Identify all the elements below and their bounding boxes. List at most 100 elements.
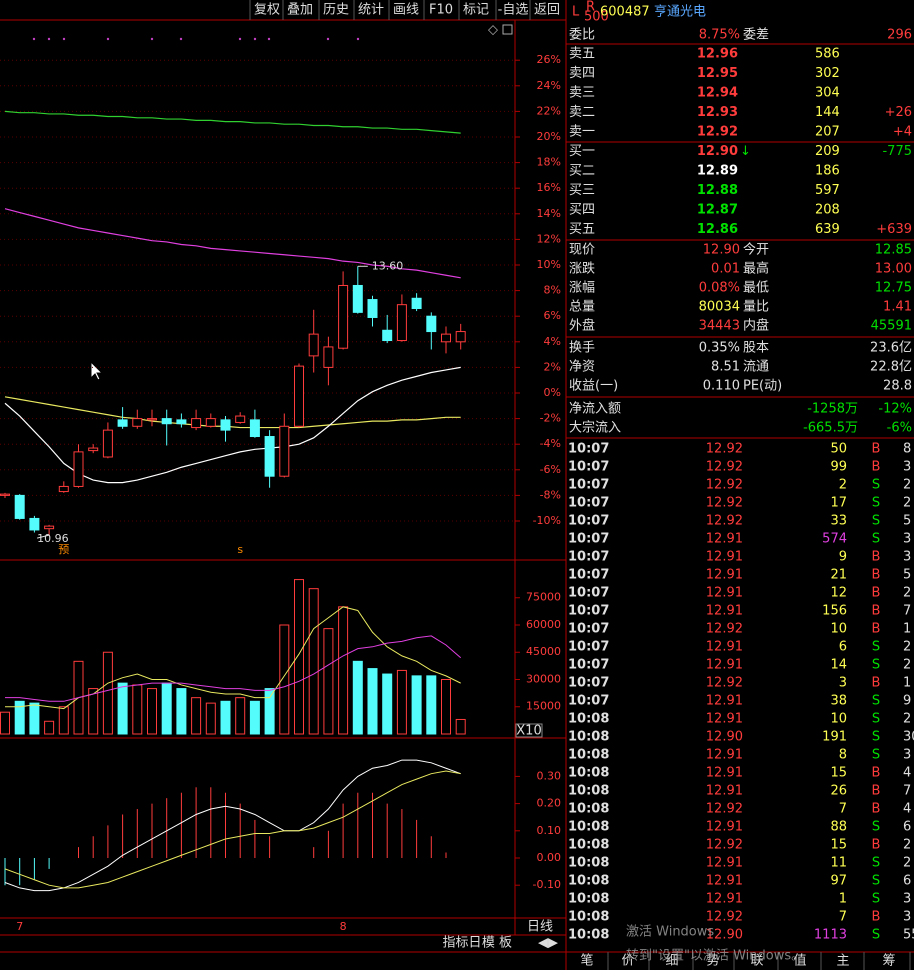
stat-value: 12.85 <box>875 243 912 258</box>
diamond-icon[interactable]: ◇ <box>488 23 498 38</box>
bottom-button[interactable]: 模 板 <box>482 936 512 951</box>
trade-volume: 50 <box>830 442 847 457</box>
y-tick-label: 60000 <box>526 618 561 631</box>
toolbar-button[interactable]: 复权 <box>254 2 280 18</box>
trade-count: 7 <box>903 784 911 799</box>
bottom-tab[interactable]: 笔 <box>580 953 593 969</box>
bottom-tab[interactable]: 筹 <box>882 953 895 969</box>
volume-bar <box>323 628 334 735</box>
trade-time: 10:07 <box>568 532 609 547</box>
volume-bar <box>161 682 172 735</box>
candle-body <box>323 346 334 368</box>
y-tick-label: 16% <box>537 181 561 194</box>
trade-volume: 12 <box>830 586 847 601</box>
candle-body <box>161 418 172 425</box>
book-change: +4 <box>893 125 912 140</box>
trade-side: B <box>872 838 881 853</box>
stat-value: 34443 <box>699 319 740 334</box>
market-flag: L <box>572 5 580 20</box>
volume-bar <box>396 669 407 735</box>
candle-body <box>29 517 40 531</box>
trade-volume: 7 <box>839 802 847 817</box>
trade-count: 8 <box>903 442 911 457</box>
volume-bar <box>426 675 437 735</box>
trade-price: 12.92 <box>706 460 743 475</box>
bottom-tab[interactable]: 值 <box>793 953 806 969</box>
flow-label: 大宗流入 <box>569 420 621 436</box>
trade-volume: 99 <box>830 460 847 475</box>
book-volume: 639 <box>815 222 840 237</box>
book-price: 12.86 <box>697 222 738 237</box>
trade-side: S <box>872 928 880 943</box>
y-tick-label: -10% <box>533 514 561 527</box>
toolbar-button[interactable]: 历史 <box>323 3 349 18</box>
volume-bar <box>249 700 260 735</box>
trade-volume: 1113 <box>814 928 847 943</box>
stat-label: 最高 <box>743 261 769 277</box>
trade-time: 10:07 <box>568 442 609 457</box>
bottom-tab[interactable]: 价 <box>621 954 634 969</box>
trade-side: B <box>872 766 881 781</box>
trade-side: S <box>872 640 880 655</box>
quote-value: 8.75% <box>699 28 740 43</box>
trade-price: 12.92 <box>706 910 743 925</box>
book-price: 12.87 <box>697 203 738 218</box>
bottom-button[interactable]: 指标日 <box>442 936 481 951</box>
box-icon[interactable] <box>502 24 513 35</box>
quote-label: 委差 <box>743 28 769 43</box>
trade-time: 10:08 <box>568 874 609 889</box>
candle-body <box>455 331 466 343</box>
trade-price: 12.91 <box>706 586 743 601</box>
stat-label: 总量 <box>569 300 595 315</box>
trade-side: B <box>872 550 881 565</box>
trade-side: B <box>872 676 881 691</box>
toolbar-button[interactable]: -自选 <box>498 3 529 18</box>
trade-time: 10:07 <box>568 478 609 493</box>
book-label: 卖三 <box>569 86 595 101</box>
toolbar-button[interactable]: 标记 <box>463 3 489 18</box>
toolbar-button[interactable]: 画线 <box>393 3 419 18</box>
stock-name: 亨通光电 <box>654 4 706 20</box>
trade-volume: 26 <box>830 784 847 799</box>
book-price: 12.89 <box>697 164 738 179</box>
y-tick-label: 0.10 <box>537 824 562 837</box>
bottom-tab[interactable]: 主 <box>836 954 849 969</box>
trade-side: S <box>872 532 880 547</box>
event-marker: s <box>237 543 243 556</box>
candle-body <box>279 425 290 477</box>
trade-volume: 33 <box>830 514 847 529</box>
trade-price: 12.91 <box>706 532 743 547</box>
book-label: 买五 <box>569 222 595 237</box>
trade-side: B <box>872 568 881 583</box>
candle-body <box>117 419 128 427</box>
bottom-tab[interactable]: 势 <box>706 953 719 969</box>
stat-value: 0.35% <box>699 341 740 356</box>
bottom-tab[interactable]: 细 <box>665 954 678 969</box>
trade-count: 55 <box>903 928 914 943</box>
stat-label: 最低 <box>743 281 769 296</box>
y-tick-label: 30000 <box>526 672 561 685</box>
trade-side: B <box>872 604 881 619</box>
candle-body <box>14 494 25 519</box>
y-tick-label: 45000 <box>526 645 561 658</box>
period-label[interactable]: 日线 <box>527 920 553 935</box>
scale-label: X10 <box>516 724 541 739</box>
volume-bar <box>455 718 466 735</box>
trade-price: 12.91 <box>706 712 743 727</box>
toolbar-button[interactable]: 叠加 <box>287 3 313 18</box>
toolbar-button[interactable]: F10 <box>429 3 453 18</box>
bottom-tab[interactable]: 联 <box>750 954 763 969</box>
book-label: 卖二 <box>569 105 595 120</box>
trade-price: 12.91 <box>706 550 743 565</box>
y-tick-label: -4% <box>540 437 561 450</box>
trade-time: 10:08 <box>568 820 609 835</box>
book-volume: 208 <box>815 203 840 218</box>
toolbar-button[interactable]: 统计 <box>358 3 384 18</box>
y-tick-label: 20% <box>537 130 561 143</box>
bottom-button[interactable]: ▶ <box>548 936 558 951</box>
bottom-button[interactable]: ◀ <box>538 936 548 951</box>
trade-volume: 7 <box>839 910 847 925</box>
toolbar-button[interactable]: 返回 <box>534 3 560 18</box>
y-tick-label: 15000 <box>526 700 561 713</box>
candle-body <box>441 333 451 343</box>
